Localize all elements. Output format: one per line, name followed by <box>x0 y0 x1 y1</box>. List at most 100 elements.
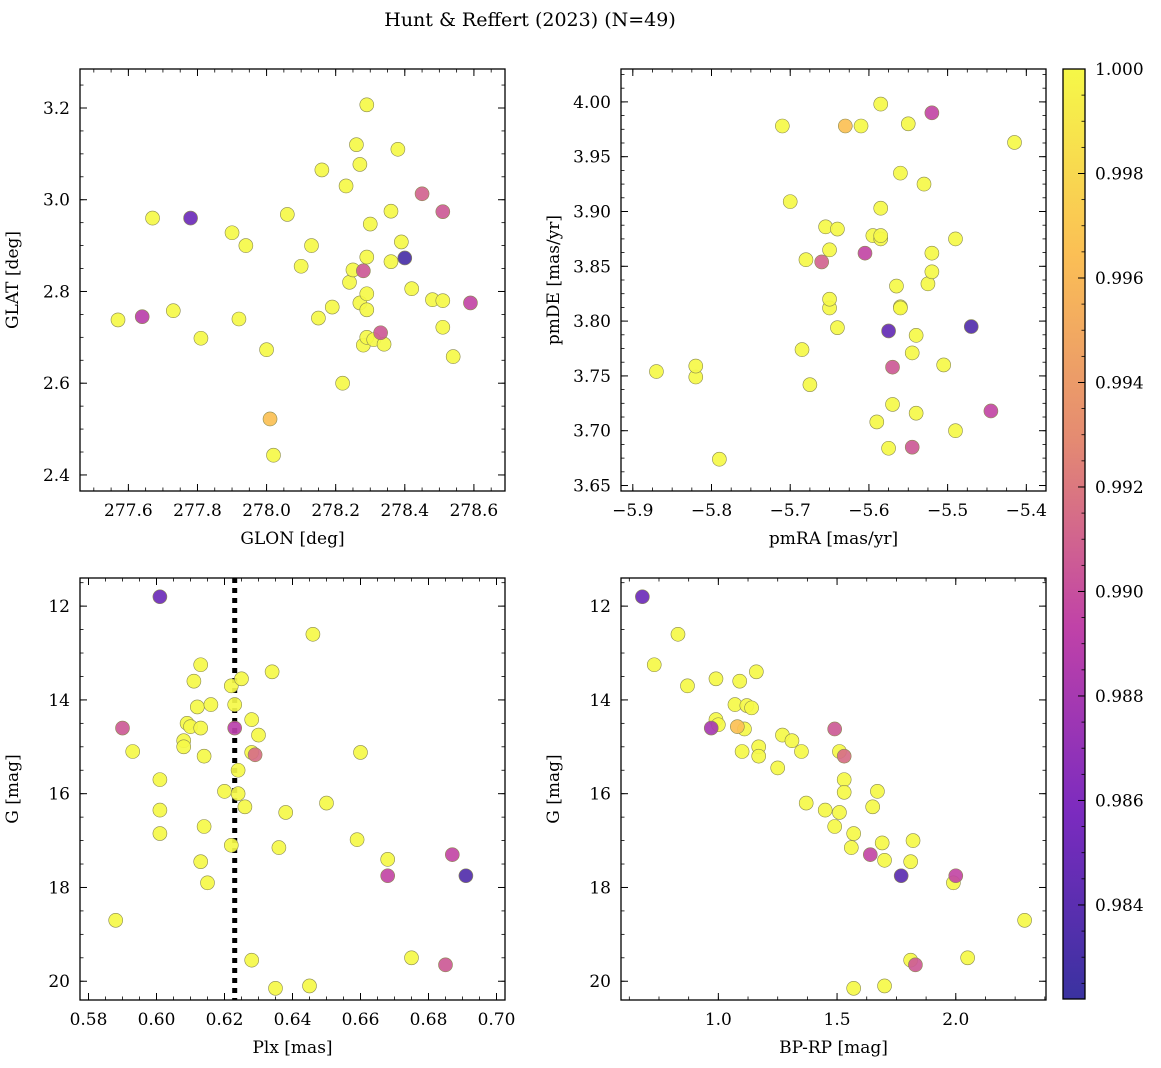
data-point <box>744 700 759 716</box>
major-ticks <box>80 69 505 491</box>
y-tick-label: 14 <box>48 691 70 711</box>
x-tick-label: 0.66 <box>342 1010 380 1030</box>
data-point <box>435 204 451 219</box>
data-point <box>238 238 254 253</box>
data-point <box>881 440 896 456</box>
data-point <box>903 854 918 869</box>
data-point <box>353 745 368 760</box>
x-tick-label: 1.0 <box>705 1010 732 1030</box>
y-axis-label: GLAT [deg] <box>3 231 23 329</box>
data-point <box>983 403 999 419</box>
y-tick-label: 20 <box>48 972 70 992</box>
figure-title: Hunt & Reffert (2023) (N=49) <box>384 9 676 31</box>
data-point <box>244 952 259 968</box>
data-point <box>247 747 263 763</box>
y-tick-label: 3.95 <box>573 148 611 168</box>
data-point <box>314 162 330 178</box>
data-point <box>635 589 650 605</box>
data-layer <box>108 578 474 1000</box>
data-point <box>732 673 748 689</box>
data-point <box>193 330 209 346</box>
y-tick-label: 16 <box>589 785 611 805</box>
data-point <box>836 748 852 764</box>
y-tick-label: 12 <box>589 597 611 617</box>
data-point <box>688 358 704 374</box>
colorbar-tick-label: 0.994 <box>1095 373 1144 393</box>
data-point <box>784 733 800 749</box>
data-point <box>110 312 126 328</box>
data-point <box>305 626 321 642</box>
x-tick-label: 2.0 <box>942 1010 969 1030</box>
panel-bprp-g: 1.0 1.5 2.0 12 14 16 18 20 BP-RP [mag] G [mag] <box>544 577 1047 1058</box>
data-point <box>362 216 378 232</box>
data-point <box>857 245 873 261</box>
data-point <box>230 762 246 778</box>
data-point <box>877 852 892 868</box>
data-point <box>794 744 809 759</box>
data-point <box>302 978 317 994</box>
data-point <box>152 826 168 841</box>
data-point <box>349 137 364 152</box>
major-ticks <box>621 578 1046 1000</box>
data-point <box>908 957 923 973</box>
colorbar-fill <box>1063 69 1085 999</box>
data-point <box>183 210 198 226</box>
data-point <box>873 228 889 243</box>
x-axis-label: BP-RP [mag] <box>779 1038 888 1058</box>
data-point <box>893 868 909 884</box>
data-point <box>885 397 900 412</box>
data-point <box>190 699 205 715</box>
data-point <box>751 748 767 764</box>
data-point <box>646 657 662 673</box>
panel-pmra-pmde: −5.9 −5.8 −5.7 −5.6 −5.5 −5.4 3.65 3.70 3.75 3.80… <box>544 68 1047 549</box>
data-point <box>145 210 160 226</box>
data-point <box>193 720 208 736</box>
x-tick-label: −5.9 <box>612 501 653 521</box>
data-point <box>324 299 340 315</box>
plot-area <box>621 578 1046 1000</box>
data-point <box>749 664 764 680</box>
y-tick-label: 3.70 <box>573 422 611 442</box>
data-layer <box>110 97 478 463</box>
plot-area <box>80 578 505 1000</box>
y-tick-label: 14 <box>589 691 611 711</box>
data-point <box>794 342 810 357</box>
plot-area <box>80 69 505 491</box>
major-ticks <box>621 69 1046 491</box>
data-point <box>836 784 852 800</box>
data-point <box>268 980 283 996</box>
data-point <box>244 712 259 727</box>
data-point <box>680 678 695 694</box>
data-point <box>836 772 852 787</box>
data-point <box>830 221 845 237</box>
data-point <box>304 238 319 253</box>
data-point <box>798 795 814 811</box>
data-point <box>873 200 889 216</box>
data-point <box>435 319 451 335</box>
data-point <box>338 178 354 194</box>
x-tick-label: 278.6 <box>450 501 499 521</box>
data-point <box>924 105 940 121</box>
data-point <box>152 589 168 605</box>
data-point <box>108 912 123 928</box>
data-point <box>712 451 727 467</box>
data-point <box>846 826 861 841</box>
data-point <box>438 957 453 973</box>
x-tick-label: 278.4 <box>380 501 429 521</box>
data-point <box>152 772 168 787</box>
data-point <box>200 875 215 891</box>
y-tick-label: 3.2 <box>43 99 70 119</box>
data-point <box>893 300 908 316</box>
data-point <box>893 165 908 181</box>
data-point <box>196 819 212 834</box>
data-point <box>798 252 814 268</box>
data-point <box>435 293 451 308</box>
data-point <box>822 291 837 307</box>
data-point <box>463 295 478 311</box>
data-point <box>193 657 208 673</box>
y-tick-label: 3.90 <box>573 202 611 222</box>
x-axis-label: pmRA [mas/yr] <box>769 529 898 549</box>
x-tick-label: −5.4 <box>1006 501 1047 521</box>
y-tick-label: 16 <box>48 785 70 805</box>
